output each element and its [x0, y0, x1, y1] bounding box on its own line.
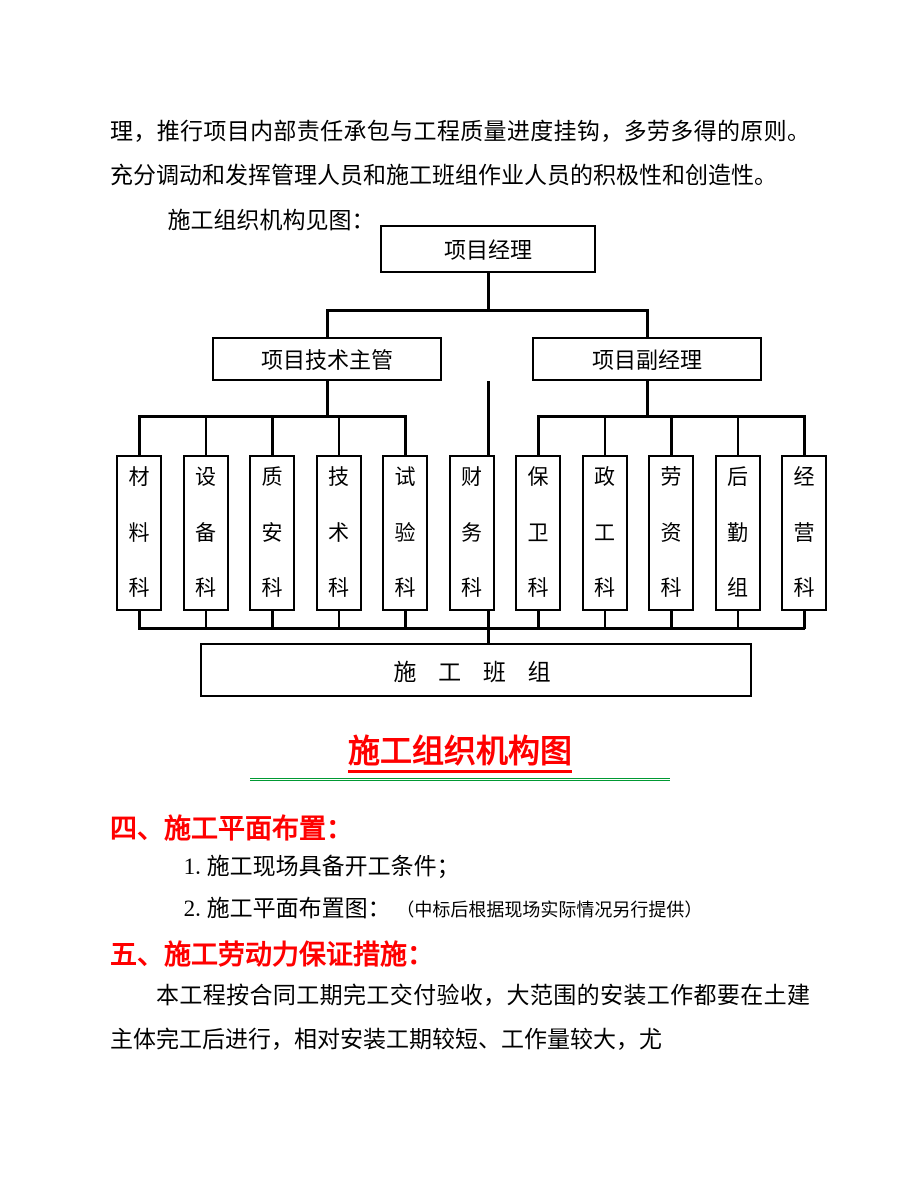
node-label-char: 营: [794, 523, 815, 544]
node-dept: 质安科: [249, 455, 295, 611]
connector: [487, 273, 490, 311]
node-label-char: 科: [661, 578, 682, 599]
connector: [138, 627, 805, 630]
node-dept: 财务科: [449, 455, 495, 611]
connector: [326, 309, 648, 312]
connector: [205, 415, 208, 455]
node-dept: 技术科: [316, 455, 362, 611]
node-construction-team: 施 工 班 组: [200, 643, 752, 697]
org-chart: 项目经理 项目技术主管 项目副经理: [100, 205, 820, 700]
node-dept: 试验科: [382, 455, 428, 611]
item-note: （中标后根据现场实际情况另行提供）: [396, 900, 702, 920]
connector: [338, 415, 341, 455]
connector: [670, 415, 673, 455]
node-label-char: 卫: [528, 523, 549, 544]
node-dept: 劳资科: [648, 455, 694, 611]
node-label-char: 财: [461, 467, 482, 488]
connector: [404, 415, 407, 455]
node-label-char: 后: [727, 467, 748, 488]
node-label-char: 务: [461, 523, 482, 544]
connector: [803, 415, 806, 455]
node-dept: 后勤组: [715, 455, 761, 611]
node-label-char: 科: [195, 578, 216, 599]
node-label-char: 保: [528, 467, 549, 488]
node-label-char: 工: [594, 523, 615, 544]
node-label-char: 科: [262, 578, 283, 599]
node-label-char: 勤: [727, 523, 748, 544]
node-label-char: 资: [661, 523, 682, 544]
underline-decoration: [250, 778, 670, 781]
node-label-char: 科: [794, 578, 815, 599]
section-4-item-1: 1. 施工现场具备开工条件；: [110, 846, 810, 887]
node-dept: 保卫科: [515, 455, 561, 611]
node-label-char: 术: [328, 523, 349, 544]
node-dept: 材料科: [116, 455, 162, 611]
section-4-heading: 四、施工平面布置：: [110, 807, 810, 846]
section-5-paragraph: 本工程按合同工期完工交付验收，大范围的安装工作都要在土建主体完工后进行，相对安装…: [110, 974, 810, 1061]
node-label-char: 政: [594, 467, 615, 488]
node-label-char: 备: [195, 523, 216, 544]
node-label: 项目副经理: [592, 343, 702, 375]
node-label: 施 工 班 组: [393, 653, 558, 687]
connector: [326, 309, 329, 339]
node-label-char: 科: [528, 578, 549, 599]
node-label-char: 科: [461, 578, 482, 599]
connector: [604, 415, 607, 455]
node-label: 项目技术主管: [261, 343, 393, 375]
node-label-char: 料: [129, 523, 150, 544]
node-label-char: 科: [594, 578, 615, 599]
node-dept: 设备科: [183, 455, 229, 611]
node-deputy-manager: 项目副经理: [532, 337, 762, 381]
node-label-char: 试: [395, 467, 416, 488]
section-5-heading: 五、施工劳动力保证措施：: [110, 933, 810, 972]
node-label-char: 劳: [661, 467, 682, 488]
intro-paragraph: 理，推行项目内部责任承包与工程质量进度挂钩，多劳多得的原则。充分调动和发挥管理人…: [110, 110, 810, 197]
node-label-char: 科: [129, 578, 150, 599]
connector: [646, 309, 649, 339]
node-label-char: 安: [262, 523, 283, 544]
item-text: 2. 施工平面布置图：: [184, 896, 391, 921]
node-label-char: 质: [262, 467, 283, 488]
connector: [271, 415, 274, 455]
connector: [646, 381, 649, 417]
node-label-char: 材: [129, 467, 150, 488]
node-dept: 经营科: [781, 455, 827, 611]
connector: [326, 381, 329, 417]
node-dept: 政工科: [582, 455, 628, 611]
node-label: 项目经理: [444, 233, 532, 265]
node-label-char: 设: [195, 467, 216, 488]
node-label-char: 科: [328, 578, 349, 599]
node-label-char: 组: [727, 578, 748, 599]
node-label-char: 技: [328, 467, 349, 488]
node-tech-lead: 项目技术主管: [212, 337, 442, 381]
node-label-char: 经: [794, 467, 815, 488]
connector: [737, 415, 740, 455]
node-label-char: 验: [395, 523, 416, 544]
connector: [537, 415, 540, 455]
section-4-item-2: 2. 施工平面布置图： （中标后根据现场实际情况另行提供）: [110, 888, 810, 929]
node-label-char: 科: [395, 578, 416, 599]
node-project-manager: 项目经理: [380, 225, 596, 273]
chart-title: 施工组织机构图: [110, 726, 810, 772]
connector: [138, 415, 141, 455]
